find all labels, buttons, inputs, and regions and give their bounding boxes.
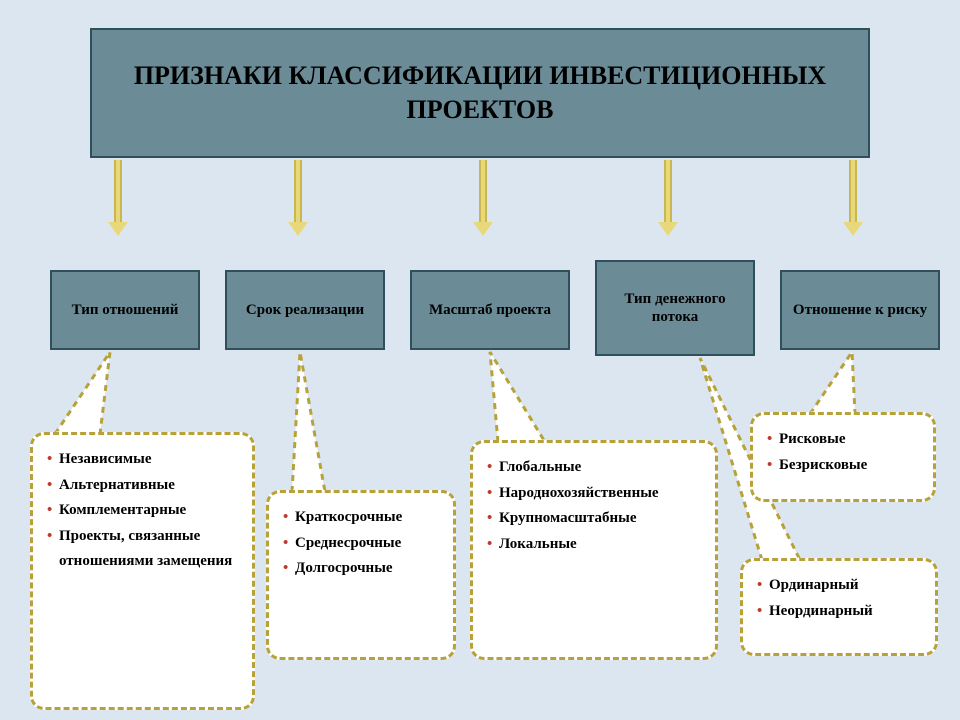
category-label: Отношение к риску [793,301,927,319]
callout-list: НезависимыеАльтернативныеКомплементарные… [47,447,238,575]
down-arrow-icon [476,160,490,236]
callout-item: Комплементарные [47,498,238,524]
callout-bubble: НезависимыеАльтернативныеКомплементарные… [30,432,255,710]
callout-list: РисковыеБезрисковые [767,427,919,478]
callout-item: Глобальные [487,455,701,481]
callout-tail [490,352,545,442]
callout-bubble: КраткосрочныеСреднесрочныеДолгосрочные [266,490,456,660]
callout-tail [292,352,325,492]
callout-item: Проекты, связанные отношениями замещения [47,524,238,575]
callout-bubble: РисковыеБезрисковые [750,412,936,502]
category-box: Тип отношений [50,270,200,350]
category-box: Тип денежного потока [595,260,755,356]
callout-item: Краткосрочные [283,505,439,531]
diagram-canvas: ПРИЗНАКИ КЛАССИФИКАЦИИ ИНВЕСТИЦИОННЫХ ПР… [0,0,960,720]
callout-item: Рисковые [767,427,919,453]
down-arrow-icon [846,160,860,236]
callout-tail [55,352,110,434]
callout-tail [810,352,855,414]
category-label: Тип отношений [72,301,179,319]
category-label: Срок реализации [246,301,364,319]
header-title-box: ПРИЗНАКИ КЛАССИФИКАЦИИ ИНВЕСТИЦИОННЫХ ПР… [90,28,870,158]
callout-list: КраткосрочныеСреднесрочныеДолгосрочные [283,505,439,582]
callout-list: ОрдинарныйНеординарный [757,573,921,624]
callout-item: Неординарный [757,599,921,625]
callout-item: Альтернативные [47,473,238,499]
header-title-text: ПРИЗНАКИ КЛАССИФИКАЦИИ ИНВЕСТИЦИОННЫХ ПР… [100,59,860,127]
down-arrow-icon [111,160,125,236]
callout-item: Крупномасштабные [487,506,701,532]
callout-item: Ординарный [757,573,921,599]
callout-bubble: ГлобальныеНароднохозяйственныеКрупномасш… [470,440,718,660]
category-label: Тип денежного потока [601,290,749,326]
callout-item: Локальные [487,532,701,558]
category-box: Масштаб проекта [410,270,570,350]
callout-item: Среднесрочные [283,531,439,557]
callout-item: Народнохозяйственные [487,481,701,507]
callout-bubble: ОрдинарныйНеординарный [740,558,938,656]
callout-item: Независимые [47,447,238,473]
category-label: Масштаб проекта [429,301,551,319]
down-arrow-icon [291,160,305,236]
category-box: Срок реализации [225,270,385,350]
down-arrow-icon [661,160,675,236]
category-box: Отношение к риску [780,270,940,350]
callout-item: Долгосрочные [283,556,439,582]
callout-item: Безрисковые [767,453,919,479]
callout-list: ГлобальныеНароднохозяйственныеКрупномасш… [487,455,701,557]
